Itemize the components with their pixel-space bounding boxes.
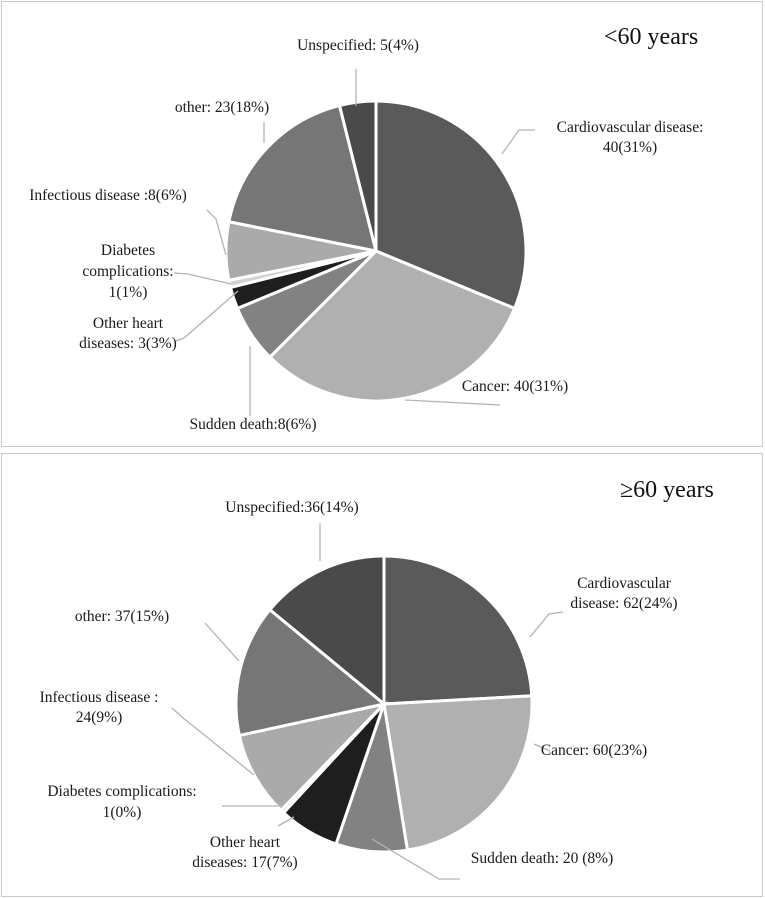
leader-lines — [171, 523, 564, 880]
leader-line-other — [204, 622, 240, 662]
pie-slice-cancer — [267, 249, 517, 403]
slice-label-cancer: Cancer: 60(23%) — [541, 742, 647, 759]
leader-line-cardiovascular-disease — [529, 611, 564, 638]
pie-slice-other — [234, 607, 388, 738]
pie-slice-unspecified — [267, 554, 386, 708]
pie-panel-60-plus: Cardiovascular disease: 62(24%) Cancer: 60… — [1, 453, 763, 897]
slice-label-unspecified: Unspecified: 5(4%) — [297, 37, 419, 54]
leader-line-diabetes-complications — [173, 272, 232, 285]
slice-label-cancer: Cancer: 40(31%) — [462, 378, 568, 395]
chart-title: <60 years — [604, 24, 698, 50]
pie-slice-cardiovascular-disease — [382, 554, 534, 706]
leader-line-cancer — [533, 743, 551, 752]
pie-slice-cancer — [382, 694, 534, 852]
leader-line-infectious-disease — [206, 209, 227, 256]
leader-line-infectious-disease — [171, 707, 255, 776]
pie-slice-infectious-disease — [237, 701, 389, 813]
slice-label-unspecified: Unspecified:36(14%) — [225, 499, 358, 516]
chart-title: ≥60 years — [620, 477, 714, 503]
leader-line-cancer — [404, 399, 501, 406]
slice-label-diabetes-complications: Diabetes complications: 1(0%) — [47, 783, 196, 821]
pie-slice-unspecified — [337, 99, 378, 252]
slice-label-infectious-disease: Infectious disease :24(9%) — [40, 689, 159, 726]
slice-label-other-heart-diseases: Other heart diseases: 17(7%) — [192, 834, 297, 871]
slice-label-infectious-disease: Infectious disease :8(6%) — [29, 187, 187, 204]
slice-labels: Cardiovascular disease: 62(24%) Cancer: 60… — [40, 499, 678, 871]
slice-label-diabetes-complications: Diabetes complications: 1(1%) — [82, 242, 173, 301]
pie-slices — [224, 99, 528, 403]
slice-label-cardiovascular-disease: Cardiovascular disease: 62(24%) — [570, 575, 677, 612]
slice-label-other: other: 23(18%) — [175, 99, 269, 116]
slice-label-cardiovascular-disease: Cardiovascular disease: 40(31%) — [557, 119, 704, 156]
pie-slice-other — [227, 103, 379, 253]
slice-label-other-heart-diseases: Other heart diseases: 3(3%) — [79, 315, 177, 352]
slice-label-sudden-death: Sudden death:8(6%) — [190, 416, 317, 433]
pie-chart-60-plus: Cardiovascular disease: 62(24%) Cancer: 60… — [40, 477, 714, 880]
pie-panel-under-60: Cardiovascular disease: 40(31%) Cancer: 40… — [1, 1, 763, 447]
slice-labels: Cardiovascular disease: 40(31%) Cancer: 40… — [29, 37, 703, 433]
leader-line-other-heart-diseases — [175, 290, 239, 342]
leader-line-cardiovascular-disease — [501, 129, 535, 155]
leader-line-sudden-death — [371, 838, 460, 880]
leader-lines — [173, 69, 535, 416]
pie-slice-cardiovascular-disease — [374, 99, 528, 311]
pie-chart-under-60: Cardiovascular disease: 40(31%) Cancer: 40… — [29, 24, 703, 433]
pie-slices — [234, 554, 534, 854]
leader-line-other-heart-diseases — [277, 816, 295, 827]
slice-label-sudden-death: Sudden death: 20 (8%) — [471, 850, 613, 867]
slice-label-other: other: 37(15%) — [75, 608, 169, 625]
